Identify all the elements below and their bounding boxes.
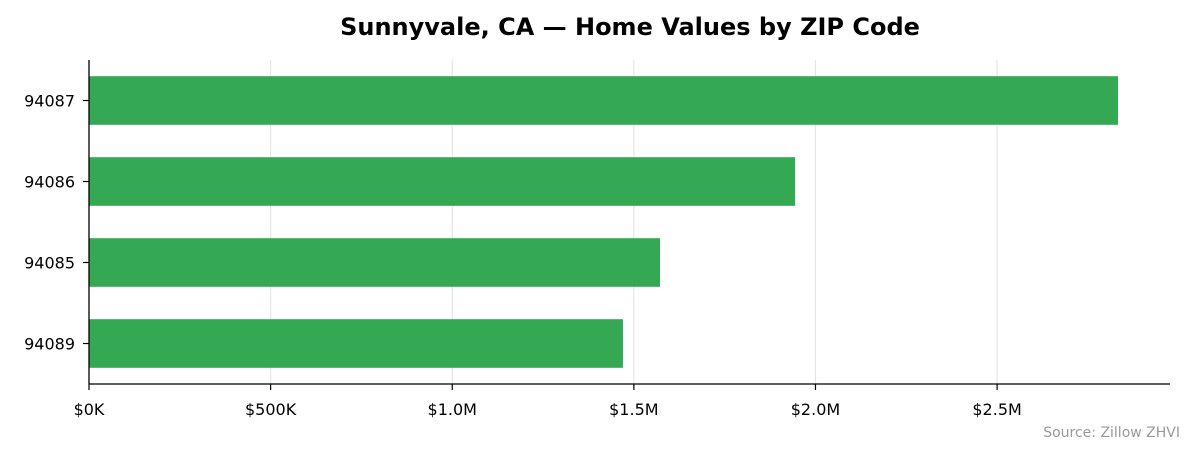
chart-title: Sunnyvale, CA — Home Values by ZIP Code bbox=[340, 13, 920, 41]
x-tick-label: $0K bbox=[74, 400, 105, 419]
y-tick-label: 94086 bbox=[24, 173, 75, 192]
x-tick-label: $1.5M bbox=[609, 400, 658, 419]
bar-94085 bbox=[89, 238, 661, 287]
bar-94086 bbox=[89, 157, 796, 206]
x-tick-label: $2.5M bbox=[972, 400, 1021, 419]
y-tick-label: 94089 bbox=[24, 335, 75, 354]
bar-94089 bbox=[89, 319, 623, 368]
x-tick-label: $500K bbox=[245, 400, 297, 419]
x-tick-label: $2.0M bbox=[791, 400, 840, 419]
y-tick-label: 94087 bbox=[24, 92, 75, 111]
bar-94087 bbox=[89, 76, 1119, 125]
source-note: Source: Zillow ZHVI bbox=[1043, 425, 1180, 441]
y-tick-label: 94085 bbox=[24, 254, 75, 273]
x-tick-label: $1.0M bbox=[428, 400, 477, 419]
